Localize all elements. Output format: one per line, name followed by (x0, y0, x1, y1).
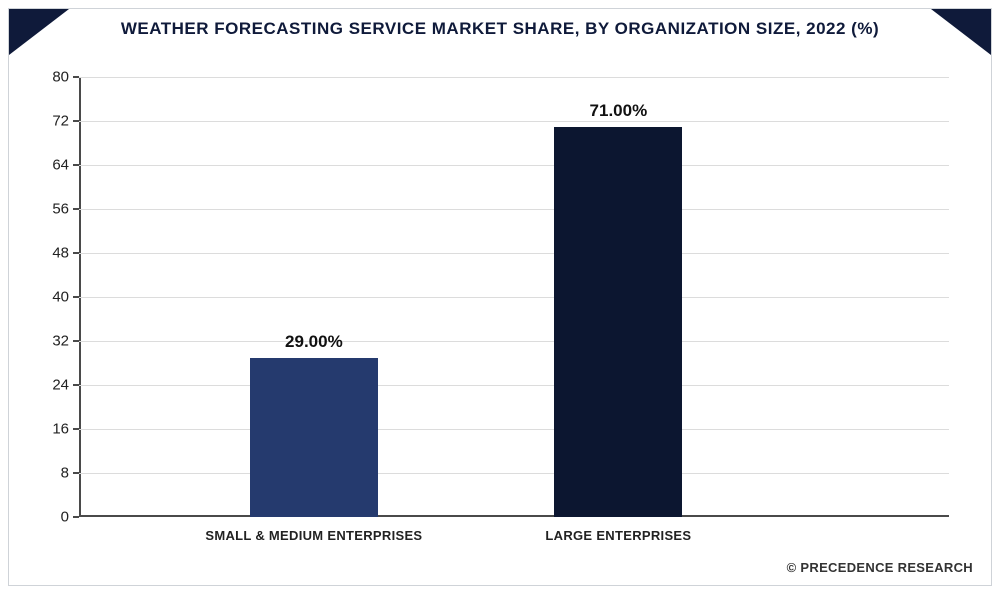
bar: 71.00% (554, 127, 682, 518)
bar-value-label: 71.00% (590, 101, 648, 121)
category-label: SMALL & MEDIUM ENTERPRISES (204, 517, 424, 545)
grid-line (79, 165, 949, 166)
plot-area: 29.00%SMALL & MEDIUM ENTERPRISES71.00%LA… (79, 77, 949, 517)
y-tick (73, 76, 79, 78)
y-tick-label: 48 (29, 245, 69, 262)
category-label: LARGE ENTERPRISES (508, 517, 728, 545)
attribution: © PRECEDENCE RESEARCH (787, 560, 973, 575)
y-tick (73, 296, 79, 298)
grid-line (79, 341, 949, 342)
y-tick (73, 516, 79, 518)
grid-line (79, 253, 949, 254)
bar-value-label: 29.00% (285, 332, 343, 352)
y-tick-label: 8 (29, 465, 69, 482)
y-tick (73, 164, 79, 166)
y-tick (73, 120, 79, 122)
y-tick (73, 384, 79, 386)
bar: 29.00% (250, 358, 378, 518)
y-tick (73, 208, 79, 210)
grid-line (79, 429, 949, 430)
y-tick-label: 72 (29, 113, 69, 130)
y-tick (73, 340, 79, 342)
grid-line (79, 297, 949, 298)
y-tick (73, 472, 79, 474)
grid-line (79, 77, 949, 78)
y-tick (73, 428, 79, 430)
y-tick-label: 56 (29, 201, 69, 218)
grid-line (79, 121, 949, 122)
chart-container: WEATHER FORECASTING SERVICE MARKET SHARE… (8, 8, 992, 586)
y-tick-label: 40 (29, 289, 69, 306)
y-tick-label: 80 (29, 69, 69, 86)
y-tick-label: 64 (29, 157, 69, 174)
y-tick-label: 16 (29, 421, 69, 438)
y-tick (73, 252, 79, 254)
grid-line (79, 209, 949, 210)
grid-line (79, 385, 949, 386)
chart-title: WEATHER FORECASTING SERVICE MARKET SHARE… (9, 19, 991, 39)
grid-line (79, 473, 949, 474)
title-bar: WEATHER FORECASTING SERVICE MARKET SHARE… (9, 9, 991, 55)
y-tick-label: 32 (29, 333, 69, 350)
y-tick-label: 24 (29, 377, 69, 394)
y-tick-label: 0 (29, 509, 69, 526)
